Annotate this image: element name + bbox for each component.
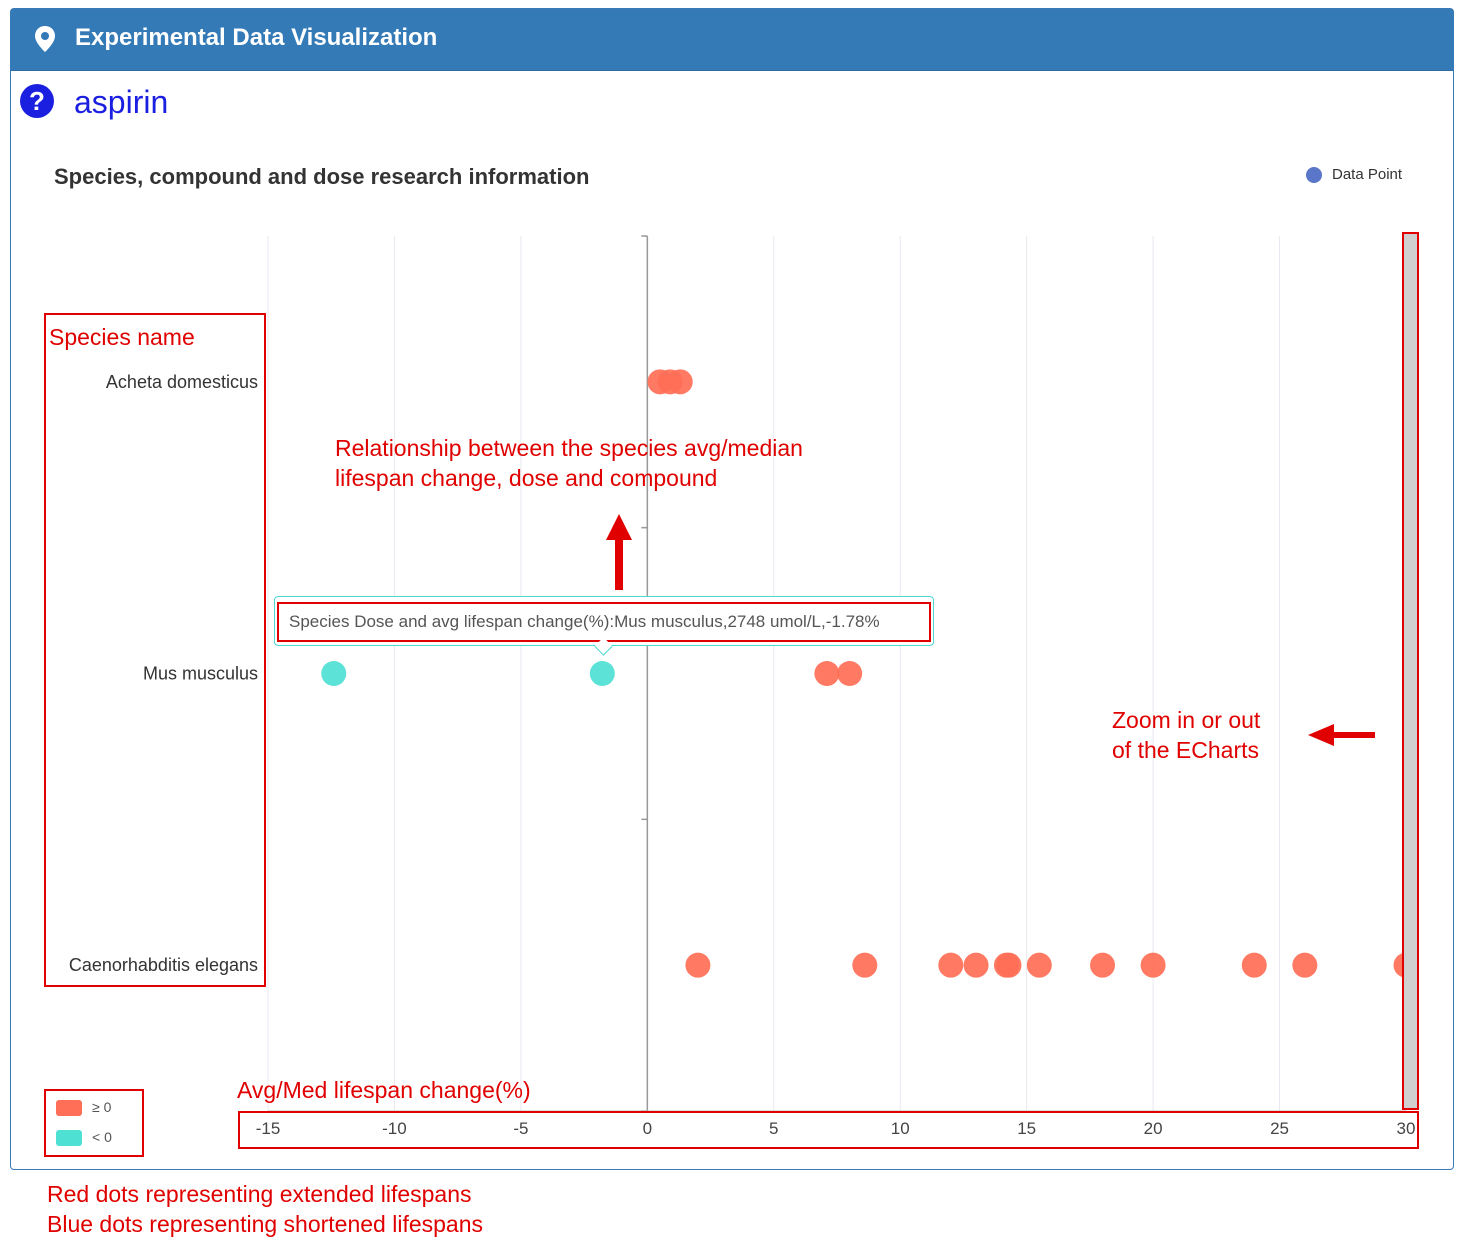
visual-map-item-positive[interactable]: ≥ 0 — [56, 1099, 112, 1117]
x-tick-label: 30 — [1397, 1119, 1416, 1138]
annotation-footer-line1: Red dots representing extended lifespans — [47, 1181, 472, 1207]
x-tick-label: 25 — [1270, 1119, 1289, 1138]
visual-map-item-negative[interactable]: < 0 — [56, 1129, 112, 1147]
visual-map-label-positive: ≥ 0 — [92, 1099, 112, 1115]
x-tick-label: 0 — [643, 1119, 652, 1138]
annotation-zoom-line2: of the ECharts — [1112, 737, 1260, 763]
zoom-slider-bar[interactable] — [1402, 232, 1419, 1110]
x-axis-box — [238, 1111, 1419, 1149]
annotation-relationship-line1: Relationship between the species avg/med… — [335, 435, 803, 461]
y-category-label: Mus musculus — [143, 664, 258, 684]
chart-tooltip: Species Dose and avg lifespan change(%):… — [274, 596, 934, 656]
annotation-axis-label: Avg/Med lifespan change(%) — [237, 1077, 531, 1103]
annotation-relationship-line2: lifespan change, dose and compound — [335, 465, 718, 491]
x-axis-ticks: -15 -10 -5 0 5 10 15 20 25 30 — [256, 1119, 1416, 1138]
x-tick-label: 5 — [769, 1119, 778, 1138]
data-point[interactable] — [1241, 952, 1267, 978]
data-point[interactable] — [1090, 952, 1116, 978]
y-category-label: Acheta domesticus — [106, 372, 258, 392]
data-point[interactable] — [852, 952, 878, 978]
x-tick-label: 20 — [1144, 1119, 1163, 1138]
datazoom-slider — [1402, 232, 1419, 1110]
legend-dot-icon — [1306, 167, 1322, 184]
data-point[interactable] — [963, 952, 989, 978]
compound-name: aspirin — [74, 84, 169, 120]
data-point[interactable] — [589, 661, 615, 686]
x-tick-label: 10 — [891, 1119, 910, 1138]
data-point[interactable] — [938, 952, 964, 978]
annotation-arrows — [606, 514, 1375, 746]
data-point[interactable] — [1292, 952, 1318, 978]
up-arrow-icon — [606, 514, 632, 540]
data-point[interactable] — [685, 952, 711, 978]
data-point[interactable] — [321, 661, 347, 686]
visual-map-label-negative: < 0 — [92, 1129, 112, 1145]
legend-label: Data Point — [1332, 166, 1403, 183]
visualization-panel: Experimental Data Visualization — [10, 8, 1454, 1170]
y-category-label: Caenorhabditis elegans — [69, 955, 258, 975]
chart-title: Species, compound and dose research info… — [54, 164, 590, 189]
x-tick-label: -5 — [513, 1119, 528, 1138]
data-point[interactable] — [996, 952, 1022, 978]
data-point[interactable] — [1026, 952, 1052, 978]
visual-map-legend: ≥ 0 < 0 — [44, 1089, 144, 1157]
chart-legend[interactable]: Data Point — [1306, 166, 1403, 184]
annotation-footer-line2: Blue dots representing shortened lifespa… — [47, 1211, 484, 1237]
y-axis-labels: Caenorhabditis elegans Mus musculus Acheta… — [69, 372, 258, 975]
negative-swatch — [56, 1130, 82, 1147]
data-point[interactable] — [837, 661, 863, 686]
left-arrow-icon — [1308, 724, 1334, 746]
species-name-box — [44, 313, 266, 987]
x-tick-label: -15 — [256, 1119, 281, 1138]
data-points — [321, 369, 1419, 978]
data-point[interactable] — [1140, 952, 1166, 978]
annotation-zoom-line1: Zoom in or out — [1112, 707, 1261, 733]
x-tick-label: 15 — [1017, 1119, 1036, 1138]
data-point[interactable] — [814, 661, 840, 686]
x-tick-label: -10 — [382, 1119, 407, 1138]
annotation-species-name: Species name — [49, 324, 195, 350]
question-circle-icon[interactable]: ? — [20, 84, 54, 118]
positive-swatch — [56, 1100, 82, 1117]
map-marker-icon — [35, 26, 55, 52]
tooltip-text: Species Dose and avg lifespan change(%):… — [277, 602, 931, 642]
panel-title: Experimental Data Visualization — [75, 24, 438, 51]
data-point[interactable] — [667, 369, 693, 395]
panel-header: Experimental Data Visualization — [11, 9, 1453, 71]
